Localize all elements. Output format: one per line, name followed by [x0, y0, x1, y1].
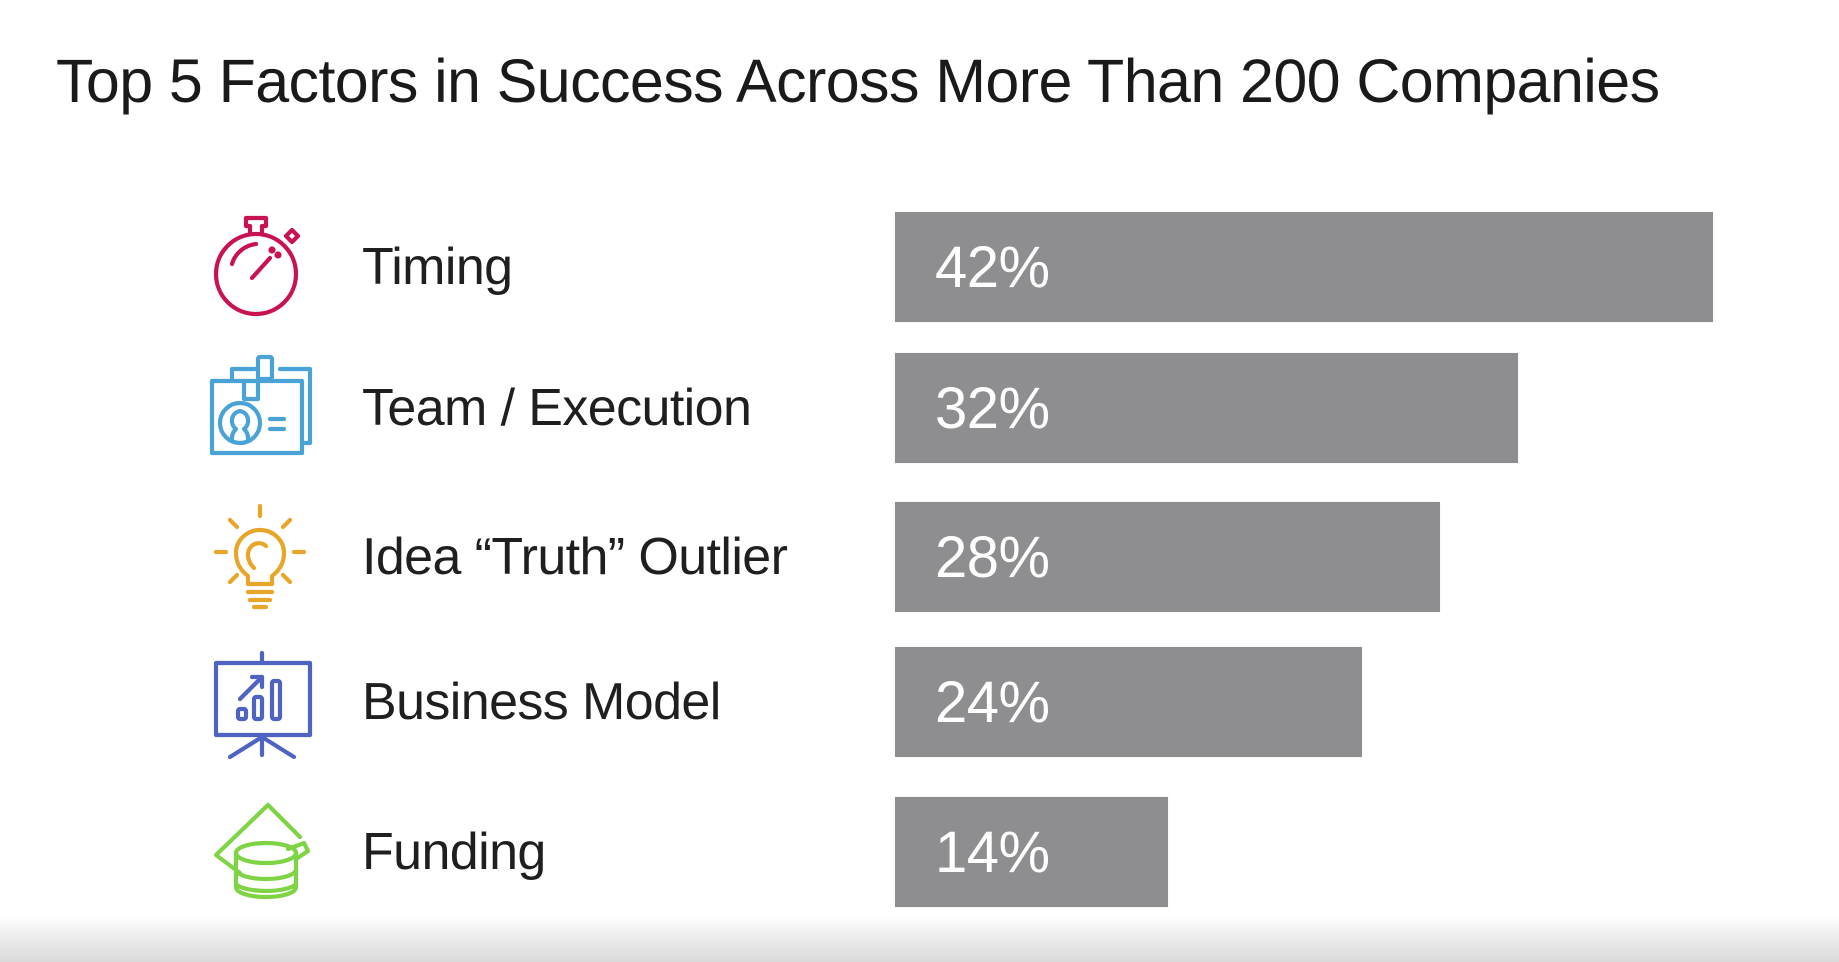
bar-row: Funding 14% [0, 797, 1839, 907]
bar-row: Timing 42% [0, 212, 1839, 322]
bar-row: Team / Execution 32% [0, 353, 1839, 463]
category-label: Business Model [362, 673, 721, 731]
money-coins-icon [200, 791, 320, 911]
category-label: Funding [362, 823, 546, 881]
presentation-chart-icon [200, 641, 320, 761]
data-label: 42% [935, 235, 1050, 300]
category-label: Team / Execution [362, 379, 752, 437]
bar [895, 647, 1362, 757]
data-label: 14% [935, 820, 1050, 885]
bar-row: Business Model 24% [0, 647, 1839, 760]
category-label: Idea “Truth” Outlier [362, 528, 788, 586]
bottom-gradient-strip [0, 916, 1839, 962]
bar [895, 353, 1518, 463]
data-label: 24% [935, 670, 1050, 735]
bar [895, 502, 1440, 612]
bar [895, 797, 1168, 907]
bar [895, 212, 1713, 322]
chart-title: Top 5 Factors in Success Across More Tha… [56, 47, 1660, 115]
id-badge-icon [200, 347, 320, 467]
category-label: Timing [362, 238, 513, 296]
bar-row: Idea “Truth” Outlier 28% [0, 502, 1839, 612]
stopwatch-icon [200, 206, 320, 326]
data-label: 32% [935, 376, 1050, 441]
lightbulb-icon [200, 496, 320, 616]
data-label: 28% [935, 525, 1050, 590]
